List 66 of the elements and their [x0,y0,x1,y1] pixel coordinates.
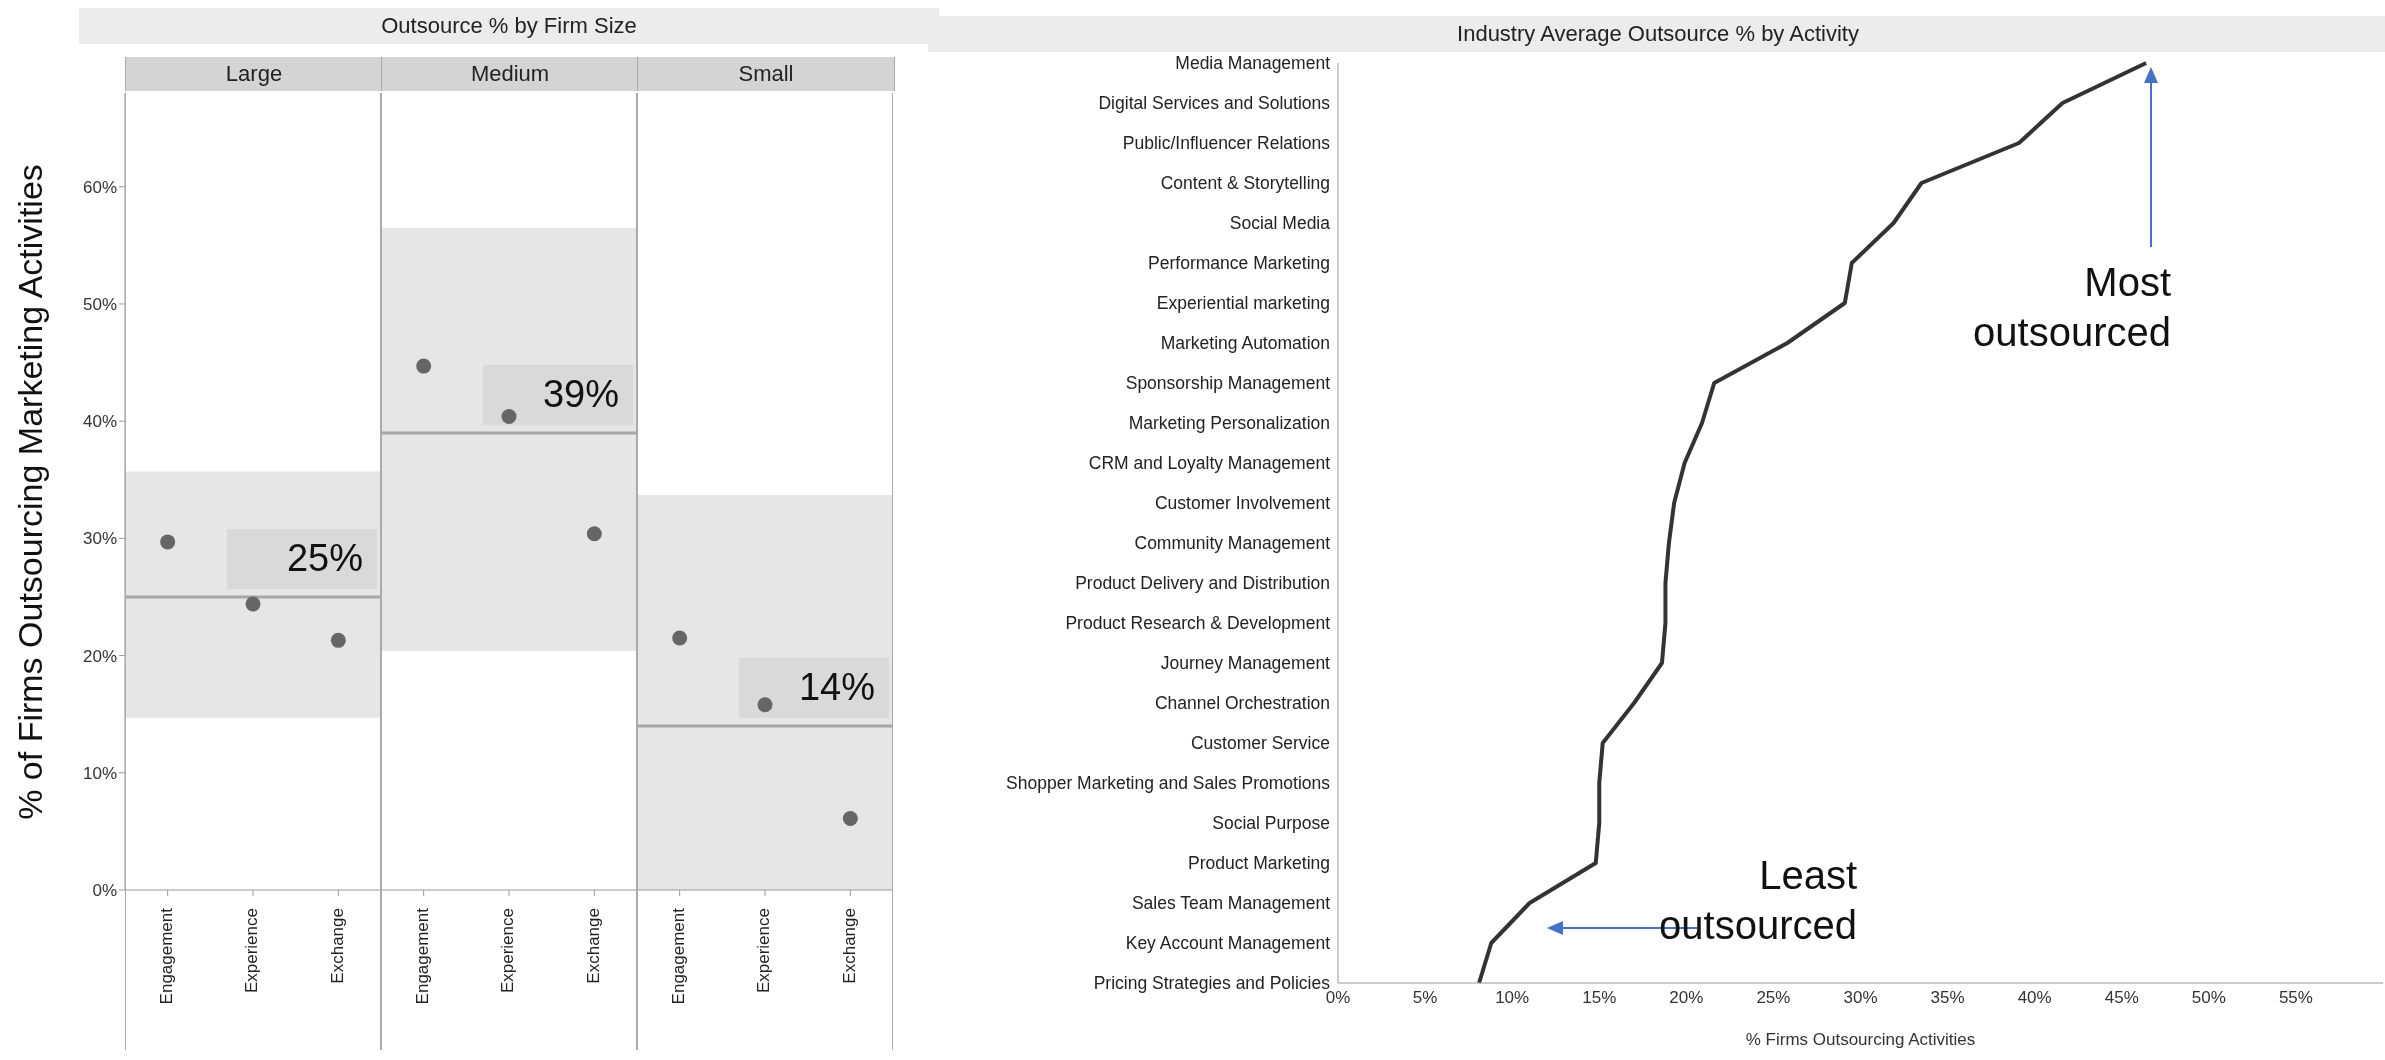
chart-title: Industry Average Outsource % by Activity [928,16,2385,52]
point [245,596,261,612]
y-tick-label: Product Research & Development [1065,613,1331,634]
y-tick-label: Performance Marketing [1148,253,1330,274]
x-tick-label: Exchange [327,908,347,984]
x-tick-label: 25% [1756,988,1791,1008]
y-tick-label: Product Marketing [1187,853,1330,874]
y-tick-label: Content & Storytelling [1160,173,1330,194]
y-tick-label: Shopper Marketing and Sales Promotions [1006,773,1331,794]
ref-line-label: 39% [542,372,619,415]
annotation: Least outsourced [1658,851,1857,949]
y-tick-label: Public/Influencer Relations [1122,133,1331,154]
y-tick-label: Marketing Personalization [1128,413,1330,434]
x-tick-label: Engagement [413,907,433,1005]
y-tick-label: Sales Team Management [1131,893,1331,914]
y-tick-label: 40% [82,412,117,432]
y-tick-label: Digital Services and Solutions [1098,93,1331,114]
x-tick-label: Exchange [839,908,859,984]
x-tick-label: Experience [242,908,262,994]
annotation: Most outsourced [1972,259,2172,356]
y-tick-label: Marketing Automation [1160,333,1330,354]
y-tick-label: CRM and Loyalty Management [1088,453,1331,474]
x-axis-title: % Firms Outsourcing Activities [1745,1030,1976,1049]
y-tick-label: Sponsorship Management [1125,373,1331,394]
y-tick-label: Key Account Management [1125,933,1331,954]
y-tick-label: 0% [92,881,117,901]
y-tick-label: Media Management [1175,53,1331,74]
y-tick-label: Product Delivery and Distribution [1075,573,1330,594]
y-tick-label: 20% [82,646,117,666]
x-tick-label: 5% [1412,988,1438,1008]
y-tick-label: Social Purpose [1212,813,1330,834]
y-tick-label: 10% [82,763,117,783]
x-tick-label: 50% [2191,988,2226,1008]
x-tick-label: 20% [1669,988,1704,1008]
x-tick-label: 15% [1582,988,1617,1008]
x-tick-label: 10% [1495,988,1530,1008]
x-tick-label: Engagement [157,907,177,1005]
y-tick-label: Community Management [1134,533,1331,554]
x-tick-label: 30% [1843,988,1878,1008]
y-tick-label: 60% [82,177,117,197]
x-tick-label: Engagement [669,907,689,1005]
y-tick-label: Channel Orchestration [1154,693,1330,714]
x-tick-label: 0% [1325,988,1351,1008]
point [160,534,176,550]
y-tick-label: Experiential marketing [1156,293,1330,314]
chart-subtitle: Large [125,57,383,91]
x-tick-label: 45% [2104,988,2139,1008]
x-tick-label: 35% [1930,988,1965,1008]
y-tick-label: 30% [82,529,117,549]
x-tick-label: Experience [754,908,774,994]
y-axis-title: % of Firms Outsourcing Marketing Activities [10,163,50,820]
x-tick-label: Experience [498,908,518,994]
y-tick-label: Customer Service [1190,733,1330,754]
chart-subtitle: Medium [381,57,639,91]
y-tick-label: Journey Management [1160,653,1331,674]
point [330,632,346,648]
x-tick-label: 55% [2278,988,2313,1008]
chart-subtitle: Small [637,57,895,91]
ref-line-label: 14% [798,665,875,708]
x-tick-label: Exchange [583,908,603,984]
y-tick-label: Social Media [1229,213,1331,234]
y-tick-label: 50% [82,295,117,315]
chart-title: Outsource % by Firm Size [79,8,939,44]
y-tick-label: Customer Involvement [1154,493,1331,514]
ref-line-label: 25% [286,537,363,580]
x-tick-label: 40% [2017,988,2052,1008]
